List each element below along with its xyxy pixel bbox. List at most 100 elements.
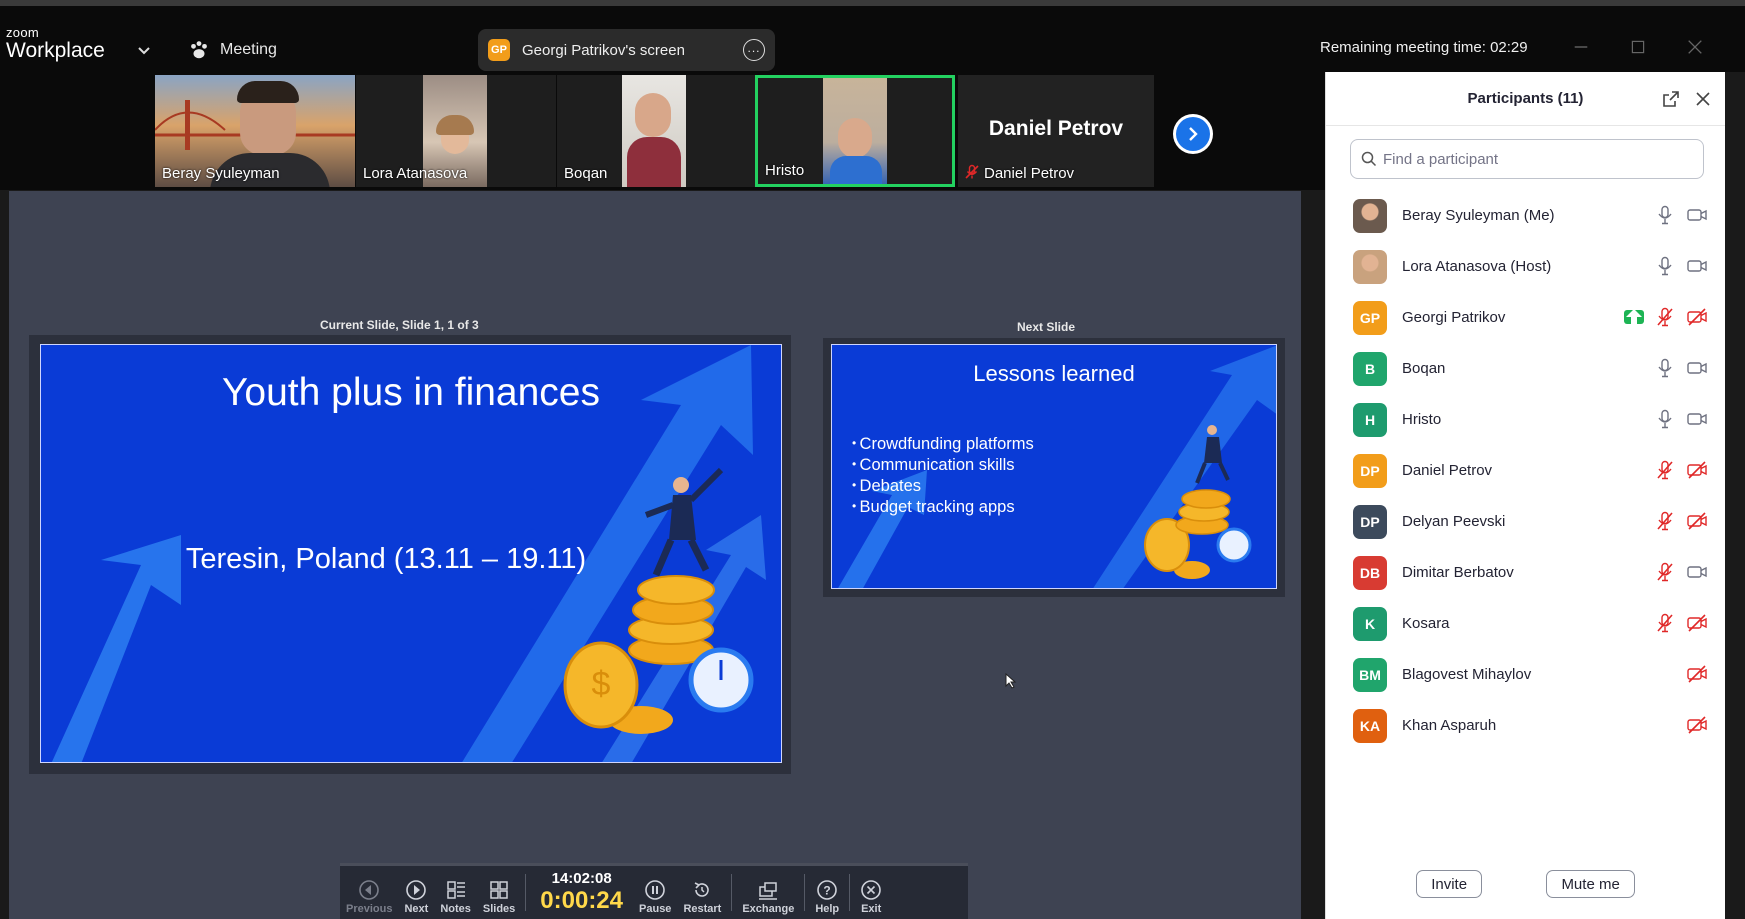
chevron-right-icon — [1189, 127, 1198, 141]
screen-share-indicator[interactable]: GP Georgi Patrikov's screen ... — [478, 29, 775, 71]
help-button[interactable]: ? Help — [809, 866, 845, 919]
meeting-button[interactable]: Meeting — [188, 36, 277, 64]
exit-label: Exit — [861, 903, 882, 915]
avatar — [1353, 198, 1387, 233]
video-off-icon[interactable] — [1686, 459, 1708, 481]
meeting-label: Meeting — [220, 41, 277, 58]
chevron-down-icon[interactable] — [136, 42, 152, 58]
share-label: Georgi Patrikov's screen — [522, 41, 685, 59]
video-camera-icon[interactable] — [1686, 255, 1708, 277]
next-slide-caption: Next Slide — [1017, 320, 1076, 334]
close-window-icon[interactable] — [1684, 36, 1706, 58]
video-camera-icon[interactable] — [1686, 357, 1708, 379]
current-slide-subtitle: Teresin, Poland (13.11 – 19.11) — [185, 543, 587, 575]
video-thumbnail-strip: Beray Syuleyman Lora Atanasova Boqan Hri… — [0, 72, 1325, 190]
svg-text:?: ? — [824, 884, 831, 898]
video-tile-hristo-active-speaker[interactable]: Hristo — [755, 75, 955, 187]
shared-screen-view: Current Slide, Slide 1, 1 of 3 Next Slid… — [9, 191, 1301, 919]
pop-out-icon[interactable] — [1661, 89, 1681, 109]
more-options-icon[interactable]: ... — [743, 39, 765, 61]
exchange-button[interactable]: Exchange — [736, 866, 800, 919]
participant-row[interactable]: Lora Atanasova (Host) — [1326, 241, 1726, 292]
slides-button[interactable]: Slides — [477, 866, 521, 919]
video-tile-daniel[interactable]: Daniel Petrov Daniel Petrov — [958, 75, 1154, 187]
play-icon — [406, 880, 427, 900]
mouse-cursor-icon — [1005, 673, 1017, 689]
participant-row[interactable]: DB Dimitar Berbatov — [1326, 547, 1726, 598]
help-icon: ? — [817, 880, 838, 900]
pause-icon — [645, 880, 666, 900]
previous-button[interactable]: Previous — [340, 866, 398, 919]
next-page-button[interactable] — [1173, 114, 1213, 154]
participant-status-icons — [1654, 255, 1708, 277]
mic-icon[interactable] — [1654, 357, 1676, 379]
video-tile-lora[interactable]: Lora Atanasova — [356, 75, 556, 187]
video-camera-icon[interactable] — [1686, 408, 1708, 430]
maximize-icon[interactable] — [1627, 36, 1649, 58]
participant-row[interactable]: H Hristo — [1326, 394, 1726, 445]
video-off-icon[interactable] — [1686, 612, 1708, 634]
minimize-icon[interactable] — [1570, 36, 1592, 58]
participant-row[interactable]: B Boqan — [1326, 343, 1726, 394]
search-icon — [1361, 151, 1377, 167]
toolbar-divider — [849, 874, 851, 911]
participant-row[interactable]: GP Georgi Patrikov — [1326, 292, 1726, 343]
exit-button[interactable]: Exit — [854, 866, 888, 919]
mic-icon[interactable] — [1654, 204, 1676, 226]
next-button[interactable]: Next — [398, 866, 434, 919]
mic-muted-icon[interactable] — [1654, 459, 1676, 481]
participant-row[interactable]: DP Daniel Petrov — [1326, 445, 1726, 496]
pause-button[interactable]: Pause — [633, 866, 677, 919]
logo-large-text: Workplace — [6, 39, 105, 62]
video-tile-beray[interactable]: Beray Syuleyman — [155, 75, 355, 187]
notes-button[interactable]: Notes — [434, 866, 477, 919]
panel-title: Participants (11) — [1467, 90, 1584, 107]
elapsed-time: 0:00:24 — [540, 887, 624, 914]
presentation-timer: 14:02:08 0:00:24 — [530, 866, 633, 919]
help-label: Help — [815, 903, 840, 915]
participant-status-icons — [1654, 561, 1708, 583]
participant-row[interactable]: DP Delyan Peevski — [1326, 496, 1726, 547]
participant-list: Beray Syuleyman (Me) Lora Atanasova (Host… — [1326, 190, 1726, 751]
businessman-figure — [644, 467, 724, 577]
restart-label: Restart — [683, 903, 722, 915]
restart-button[interactable]: Restart — [677, 866, 727, 919]
tile-name: Hristo — [765, 162, 805, 179]
mic-icon[interactable] — [1654, 255, 1676, 277]
video-camera-icon[interactable] — [1686, 561, 1708, 583]
participant-row[interactable]: BM Blagovest Mihaylov — [1326, 649, 1726, 700]
participant-row[interactable]: K Kosara — [1326, 598, 1726, 649]
participant-name: Delyan Peevski — [1402, 513, 1506, 530]
video-tile-boqan[interactable]: Boqan — [557, 75, 757, 187]
video-off-icon[interactable] — [1686, 306, 1708, 328]
mic-muted-icon[interactable] — [1654, 612, 1676, 634]
participants-panel: Participants (11) Beray Syuleyman (Me) Lo… — [1325, 72, 1725, 919]
notes-icon — [446, 881, 465, 899]
video-camera-icon[interactable] — [1686, 204, 1708, 226]
mic-muted-icon[interactable] — [1654, 306, 1676, 328]
next-slide-preview[interactable]: Lessons learned Crowdfunding platforms C… — [831, 344, 1277, 589]
presenter-toolbar: Previous Next Notes Slides 14:02:08 0:00… — [340, 863, 968, 919]
search-input[interactable] — [1383, 150, 1683, 168]
participant-status-icons — [1654, 408, 1708, 430]
video-off-icon[interactable] — [1686, 510, 1708, 532]
svg-text:$: $ — [592, 665, 611, 703]
participant-row[interactable]: KA Khan Asparuh — [1326, 700, 1726, 751]
mic-icon[interactable] — [1654, 408, 1676, 430]
participant-row[interactable]: Beray Syuleyman (Me) — [1326, 190, 1726, 241]
mute-me-button[interactable]: Mute me — [1546, 870, 1635, 898]
exchange-icon — [759, 882, 778, 900]
video-off-icon[interactable] — [1686, 714, 1708, 736]
participant-status-icons — [1686, 663, 1708, 685]
invite-button[interactable]: Invite — [1416, 870, 1483, 898]
mic-muted-icon[interactable] — [1654, 561, 1676, 583]
next-slide-bullets: Crowdfunding platforms Communication ski… — [852, 433, 1034, 517]
video-off-icon[interactable] — [1686, 663, 1708, 685]
restart-icon — [695, 882, 710, 897]
participant-search[interactable] — [1350, 139, 1704, 179]
close-icon[interactable] — [1693, 89, 1713, 109]
participant-name: Khan Asparuh — [1402, 717, 1497, 734]
current-slide[interactable]: $ Youth plus in finances Teresin, Poland… — [40, 344, 782, 763]
mic-muted-icon[interactable] — [1654, 510, 1676, 532]
panel-footer: Invite Mute me — [1326, 870, 1725, 898]
